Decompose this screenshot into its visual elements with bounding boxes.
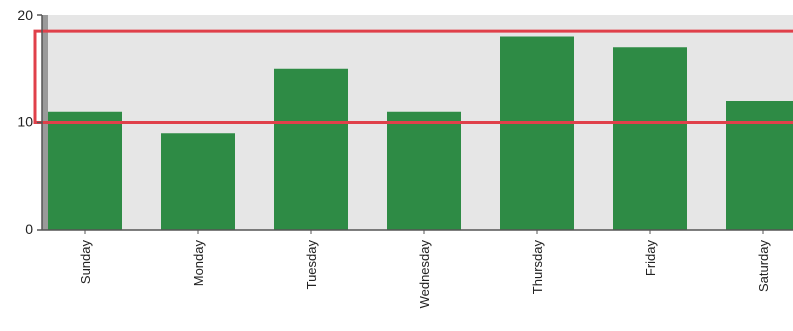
x-tick-label-sunday: Sunday bbox=[78, 240, 93, 285]
highlight-band bbox=[33, 29, 793, 124]
bar-saturday bbox=[726, 101, 793, 230]
x-tick-label-friday: Friday bbox=[643, 240, 658, 277]
bar-thursday bbox=[500, 36, 574, 230]
bar-friday bbox=[613, 47, 687, 230]
bar-sunday bbox=[48, 111, 122, 230]
y-tick-label: 20 bbox=[17, 7, 33, 23]
y-tick-label: 0 bbox=[25, 221, 33, 237]
y-tick-label: 10 bbox=[17, 114, 33, 130]
bar-tuesday bbox=[274, 68, 348, 230]
x-tick-label-thursday: Thursday bbox=[530, 240, 545, 295]
x-tick-label-monday: Monday bbox=[191, 240, 206, 287]
x-tick-label-saturday: Saturday bbox=[756, 240, 771, 293]
bar-monday bbox=[161, 133, 235, 230]
bar-wednesday bbox=[387, 111, 461, 230]
x-tick-label-wednesday: Wednesday bbox=[417, 240, 432, 309]
x-tick-label-tuesday: Tuesday bbox=[304, 240, 319, 290]
